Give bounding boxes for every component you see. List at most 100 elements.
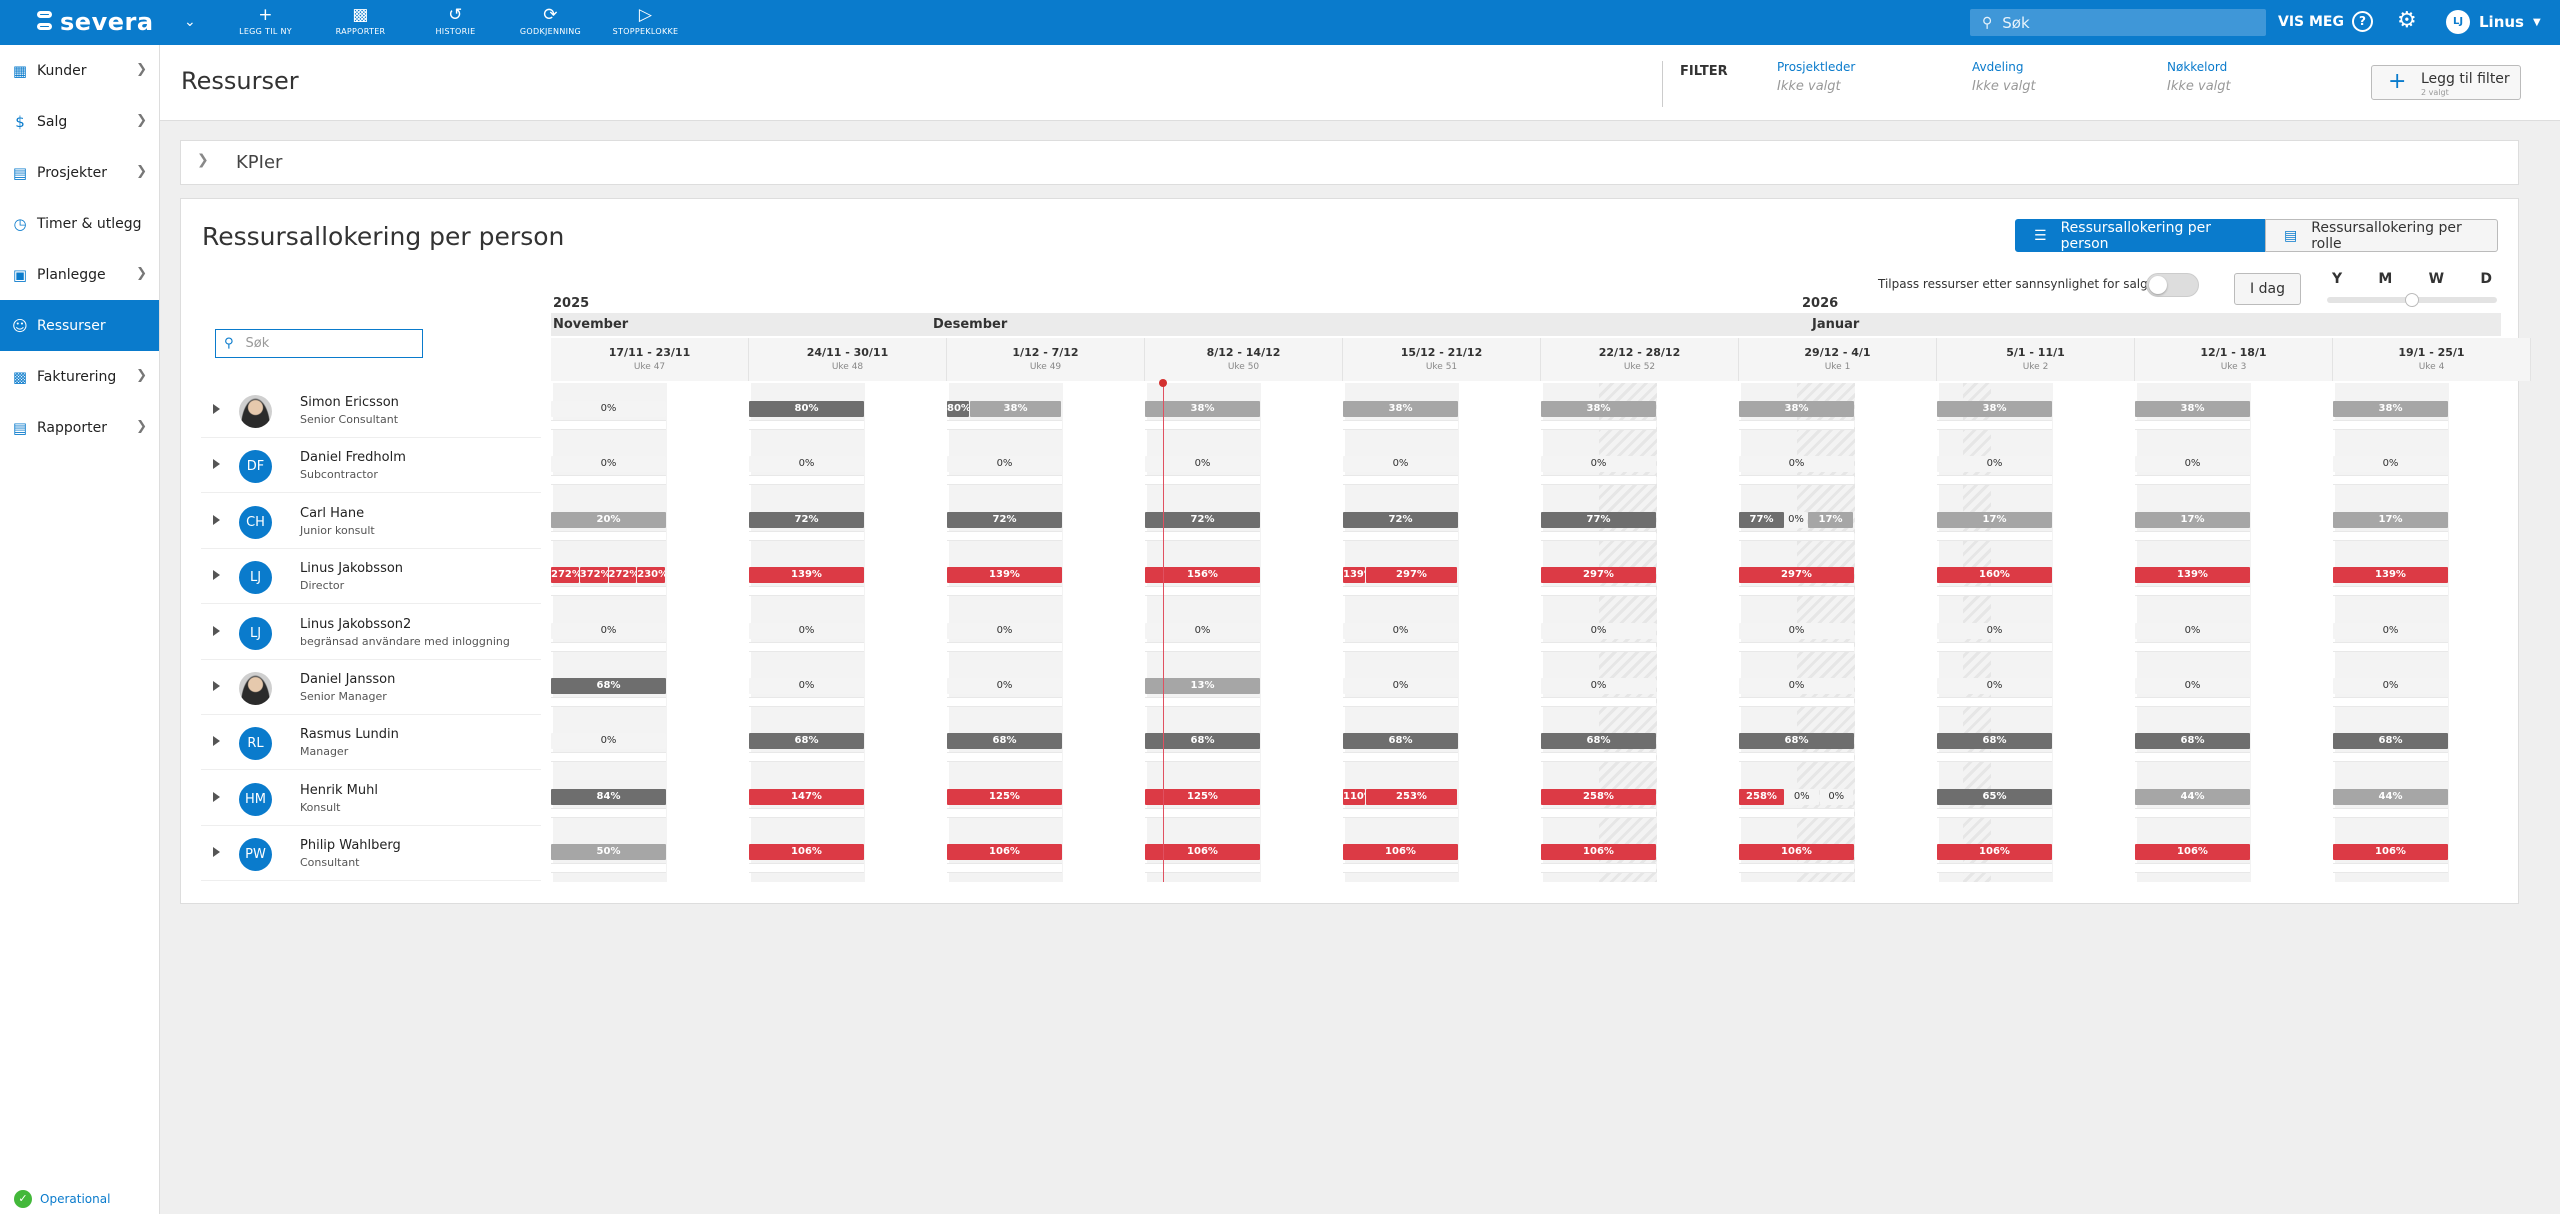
allocation-bar[interactable]: 38%	[1343, 401, 1458, 417]
today-button[interactable]: I dag	[2234, 273, 2301, 305]
allocation-bar[interactable]: 68%	[749, 733, 864, 750]
allocation-bar[interactable]: 44%	[2333, 788, 2448, 805]
sidebar-item-ressurser[interactable]: ☺ Ressurser	[0, 300, 159, 351]
allocation-bar[interactable]: 68%	[947, 733, 1062, 750]
allocation-bar[interactable]: 106%	[2333, 844, 2448, 861]
allocation-bar[interactable]: 0%	[1145, 456, 1260, 473]
vis-meg-button[interactable]: VIS MEG	[2278, 14, 2344, 30]
allocation-bar[interactable]: 38%	[2135, 401, 2250, 417]
allocation-bar[interactable]: 0%	[1785, 788, 1819, 805]
allocation-bar[interactable]: 0%	[551, 456, 666, 473]
allocation-bar[interactable]: 17%	[1808, 511, 1853, 528]
expand-row-icon[interactable]	[213, 847, 220, 858]
allocation-bar[interactable]: 0%	[2135, 622, 2250, 639]
allocation-bar[interactable]: 0%	[1819, 788, 1853, 805]
allocation-bar[interactable]: 139%	[947, 567, 1062, 584]
allocation-bar[interactable]: 0%	[1937, 678, 2052, 694]
allocation-bar[interactable]: 44%	[2135, 788, 2250, 805]
filter-prosjektleder[interactable]: Prosjektleder Ikke valgt	[1777, 60, 1855, 94]
allocation-bar[interactable]: 0%	[749, 678, 864, 694]
allocation-bar[interactable]: 0%	[1541, 678, 1656, 694]
allocation-bar[interactable]: 0%	[2135, 456, 2250, 473]
expand-row-icon[interactable]	[213, 736, 220, 747]
allocation-bar[interactable]: 68%	[551, 678, 666, 694]
allocation-bar[interactable]: 77%	[1739, 511, 1784, 528]
global-search[interactable]: ⚲ Søk	[1970, 9, 2266, 36]
person-search-input[interactable]: ⚲	[215, 329, 423, 358]
filter-avdeling[interactable]: Avdeling Ikke valgt	[1972, 60, 2036, 94]
week-header[interactable]: 17/11 - 23/11 Uke 47	[551, 338, 749, 381]
expand-row-icon[interactable]	[213, 570, 220, 581]
sidebar-item-rapporter[interactable]: ▤ Rapporter ❯	[0, 402, 159, 453]
zoom-day[interactable]: D	[2480, 271, 2492, 287]
allocation-bar[interactable]: 38%	[2333, 401, 2448, 417]
week-header[interactable]: 29/12 - 4/1 Uke 1	[1739, 338, 1937, 381]
nav-historie[interactable]: ↺ HISTORIE	[408, 3, 503, 36]
chevron-down-icon[interactable]: ⌄	[184, 14, 196, 30]
sidebar-item-prosjekter[interactable]: ▤ Prosjekter ❯	[0, 147, 159, 198]
allocation-bar[interactable]: 0%	[1343, 678, 1458, 694]
allocation-bar[interactable]: 106%	[749, 844, 864, 861]
allocation-bar[interactable]: 156%	[1145, 567, 1260, 584]
expand-row-icon[interactable]	[213, 625, 220, 636]
allocation-bar[interactable]: 84%	[551, 788, 666, 805]
week-header[interactable]: 19/1 - 25/1 Uke 4	[2333, 338, 2531, 381]
allocation-bar[interactable]: 68%	[1739, 733, 1854, 750]
allocation-bar[interactable]: 68%	[1343, 733, 1458, 750]
zoom-week[interactable]: W	[2428, 271, 2445, 287]
expand-row-icon[interactable]	[213, 459, 220, 470]
allocation-bar[interactable]: 139%	[2333, 567, 2448, 584]
allocation-bar[interactable]: 106%	[947, 844, 1062, 861]
allocation-bar[interactable]: 38%	[1541, 401, 1656, 417]
zoom-slider[interactable]: Y M W D	[2327, 271, 2497, 307]
allocation-bar[interactable]: 0%	[1739, 622, 1854, 639]
view-per-role-button[interactable]: ▤ Ressursallokering per rolle	[2265, 219, 2498, 252]
expand-row-icon[interactable]	[213, 404, 220, 414]
allocation-bar[interactable]: 0%	[551, 622, 666, 639]
expand-row-icon[interactable]	[213, 514, 220, 525]
allocation-bar[interactable]: 106%	[1739, 844, 1854, 861]
allocation-bar[interactable]: 106%	[1541, 844, 1656, 861]
allocation-bar[interactable]: 80%	[749, 401, 864, 417]
person-name[interactable]: Simon Ericsson	[300, 395, 399, 410]
user-menu[interactable]: LJ Linus ▼	[2446, 10, 2541, 34]
allocation-bar[interactable]: 0%	[1785, 511, 1807, 528]
person-search-field[interactable]	[245, 336, 406, 351]
allocation-bar[interactable]: 0%	[749, 456, 864, 473]
nav-godkjenning[interactable]: ⟳ GODKJENNING	[503, 3, 598, 36]
allocation-bar[interactable]: 13%	[1145, 678, 1260, 694]
allocation-bar[interactable]: 372%	[579, 567, 608, 584]
sidebar-item-fakturering[interactable]: ▩ Fakturering ❯	[0, 351, 159, 402]
allocation-bar[interactable]: 0%	[1739, 456, 1854, 473]
allocation-bar[interactable]: 0%	[947, 678, 1062, 694]
allocation-bar[interactable]: 0%	[1343, 622, 1458, 639]
allocation-bar[interactable]: 17%	[2333, 511, 2448, 528]
allocation-bar[interactable]: 230%	[637, 567, 665, 584]
allocation-bar[interactable]: 68%	[2333, 733, 2448, 750]
expand-row-icon[interactable]	[213, 791, 220, 802]
allocation-bar[interactable]: 0%	[551, 733, 666, 750]
probability-toggle[interactable]	[2146, 273, 2199, 297]
severa-logo[interactable]: severa	[34, 8, 154, 36]
allocation-bar[interactable]: 0%	[2135, 678, 2250, 694]
nav-legg-til-ny[interactable]: + LEGG TIL NY	[218, 3, 313, 36]
sidebar-item-salg[interactable]: $ Salg ❯	[0, 96, 159, 147]
allocation-bar[interactable]: 38%	[970, 401, 1061, 417]
nav-stoppeklokke[interactable]: ▷ STOPPEKLOKKE	[598, 3, 693, 36]
allocation-bar[interactable]: 72%	[947, 511, 1062, 528]
zoom-month[interactable]: M	[2378, 271, 2393, 287]
allocation-bar[interactable]: 0%	[1145, 622, 1260, 639]
allocation-bar[interactable]: 258%	[1739, 788, 1784, 805]
person-name[interactable]: Henrik Muhl	[300, 782, 378, 798]
allocation-bar[interactable]: 0%	[1937, 622, 2052, 639]
add-filter-button[interactable]: + Legg til filter 2 valgt	[2371, 65, 2521, 100]
allocation-bar[interactable]: 65%	[1937, 788, 2052, 805]
filter-nokkelord[interactable]: Nøkkelord Ikke valgt	[2167, 60, 2231, 94]
allocation-bar[interactable]: 0%	[2333, 622, 2448, 639]
week-header[interactable]: 22/12 - 28/12 Uke 52	[1541, 338, 1739, 381]
allocation-bar[interactable]: 0%	[749, 622, 864, 639]
allocation-bar[interactable]: 17%	[2135, 511, 2250, 528]
allocation-bar[interactable]: 297%	[1366, 567, 1457, 584]
allocation-bar[interactable]: 0%	[1541, 622, 1656, 639]
allocation-bar[interactable]: 0%	[1343, 456, 1458, 473]
